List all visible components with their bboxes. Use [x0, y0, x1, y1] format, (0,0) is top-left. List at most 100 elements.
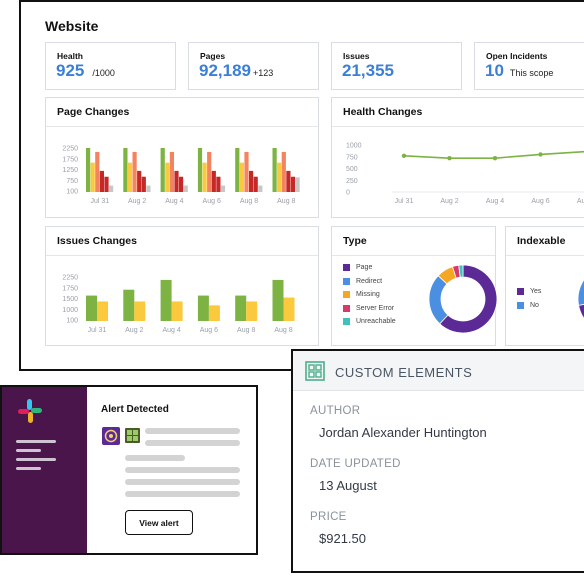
line-point: [492, 155, 498, 161]
chart-bar: [127, 162, 133, 192]
x-tick-label: Aug 6: [531, 198, 549, 205]
bot-avatar-icon: [102, 427, 120, 445]
legend-swatch: [517, 288, 524, 296]
chart-bar: [86, 295, 97, 321]
x-tick-label: Aug 2: [440, 198, 458, 205]
custom-elements-window: CUSTOM ELEMENTS AUTHOR Jordan Alexander …: [291, 349, 584, 573]
chart-bar: [99, 170, 104, 192]
placeholder-line: [145, 440, 240, 446]
stat-value: 10: [485, 61, 504, 80]
placeholder-line: [125, 479, 240, 485]
chart-bar: [216, 176, 221, 192]
custom-elements-header: CUSTOM ELEMENTS: [293, 351, 584, 391]
y-tick-label: 100: [66, 318, 78, 325]
type-legend: Page Redirect Missing Server Error Unreachab…: [343, 261, 396, 329]
stat-label: Health: [57, 51, 83, 61]
chart-bar: [220, 185, 226, 192]
y-tick-label: 250: [346, 178, 358, 185]
issues-changes-panel: Issues Changes 2250 1750 1500 1000 100 Jul 31…: [45, 226, 319, 346]
chart-bar: [109, 185, 114, 192]
legend-swatch: [343, 277, 350, 285]
legend-label: Server Error: [356, 304, 395, 312]
stat-sub: +123: [253, 68, 274, 78]
stat-card-health[interactable]: Health 925/1000: [45, 42, 176, 90]
slack-logo-icon: [18, 399, 42, 423]
chart-bar: [137, 170, 142, 192]
x-tick-label: Jul 31: [90, 198, 109, 205]
chart-bar: [235, 295, 247, 321]
health-changes-panel: Health Changes 1000 750 500 250 0 Jul 31 Aug 2…: [331, 97, 584, 218]
chart-bar: [90, 162, 95, 192]
donut-slice: [428, 275, 449, 325]
website-dashboard: Website Health 925/1000 Pages 92,189 +123…: [19, 0, 584, 371]
y-tick-label: 0: [346, 190, 350, 197]
chart-bar: [97, 301, 108, 321]
legend-swatch: [343, 304, 350, 312]
chart-bar: [165, 162, 170, 192]
chart-bar: [207, 151, 212, 192]
x-tick-label: Aug 8: [237, 327, 255, 334]
stat-card-open-incidents[interactable]: Open Incidents 10 This scope: [474, 42, 584, 90]
stat-card-pages[interactable]: Pages 92,189 +123: [188, 42, 319, 90]
dashboard-title: Website: [45, 18, 99, 34]
x-tick-label: Aug 4: [486, 198, 504, 205]
stat-value: 21,355: [342, 61, 394, 80]
chart-bar: [123, 289, 135, 321]
slack-message-area: Alert Detected View alert: [87, 387, 256, 553]
panel-title: Page Changes: [57, 106, 130, 118]
line-point: [447, 155, 452, 161]
donut-slice: [458, 264, 464, 278]
app-grid-icon: [125, 428, 140, 443]
indexable-panel: Indexable Yes No: [505, 226, 584, 346]
type-panel: Type Page Redirect Missing Server Error Unre…: [331, 226, 498, 346]
x-tick-label: Aug 2: [125, 327, 143, 334]
legend-label: Missing: [356, 291, 380, 299]
panel-title: Type: [343, 235, 367, 247]
legend-label: Page: [356, 264, 373, 272]
x-tick-label: Aug 8: [240, 198, 258, 205]
panel-title: Health Changes: [343, 106, 423, 118]
custom-elements-title: CUSTOM ELEMENTS: [335, 365, 473, 380]
x-tick-label: Aug 8: [577, 198, 584, 205]
y-tick-label: 750: [346, 154, 358, 161]
legend-item: Missing: [343, 288, 396, 302]
y-tick-label: 1000: [346, 143, 362, 150]
sidebar-line: [16, 440, 56, 443]
stat-label: Open Incidents: [486, 51, 548, 61]
chart-bar: [123, 148, 128, 192]
alert-title: Alert Detected: [101, 404, 169, 415]
chart-bar: [146, 185, 151, 192]
chart-bar: [253, 176, 258, 192]
y-tick-label: 1250: [62, 167, 78, 174]
stat-label: Pages: [200, 51, 226, 61]
y-tick-label: 750: [66, 178, 78, 185]
chart-bar: [169, 151, 174, 192]
x-tick-label: Jul 31: [88, 327, 107, 334]
legend-item: Page: [343, 261, 396, 275]
y-tick-label: 100: [66, 189, 78, 196]
x-tick-label: Aug 6: [200, 327, 218, 334]
y-tick-label: 1750: [62, 156, 78, 163]
chart-bar: [179, 176, 184, 192]
legend-swatch: [517, 301, 524, 309]
legend-swatch: [343, 291, 350, 299]
legend-swatch: [343, 264, 350, 272]
x-tick-label: Aug 8: [274, 327, 292, 334]
chart-bar: [244, 151, 249, 192]
view-alert-button[interactable]: View alert: [125, 510, 193, 535]
chart-bar: [183, 185, 188, 192]
stat-sub: This scope: [509, 68, 554, 78]
chart-bar: [239, 162, 244, 192]
y-tick-label: 2250: [62, 275, 78, 282]
chart-bar: [295, 177, 300, 192]
chart-bar: [290, 176, 296, 192]
field-label-price: PRICE: [310, 511, 347, 523]
stat-card-issues[interactable]: Issues 21,355: [331, 42, 462, 90]
legend-item: No: [517, 299, 541, 313]
chart-bar: [171, 301, 183, 321]
chart-bar: [160, 279, 172, 321]
sidebar-line: [16, 449, 41, 452]
chart-bar: [160, 148, 165, 192]
legend-label: Yes: [530, 288, 542, 296]
field-value-date-updated: 13 August: [319, 478, 377, 493]
